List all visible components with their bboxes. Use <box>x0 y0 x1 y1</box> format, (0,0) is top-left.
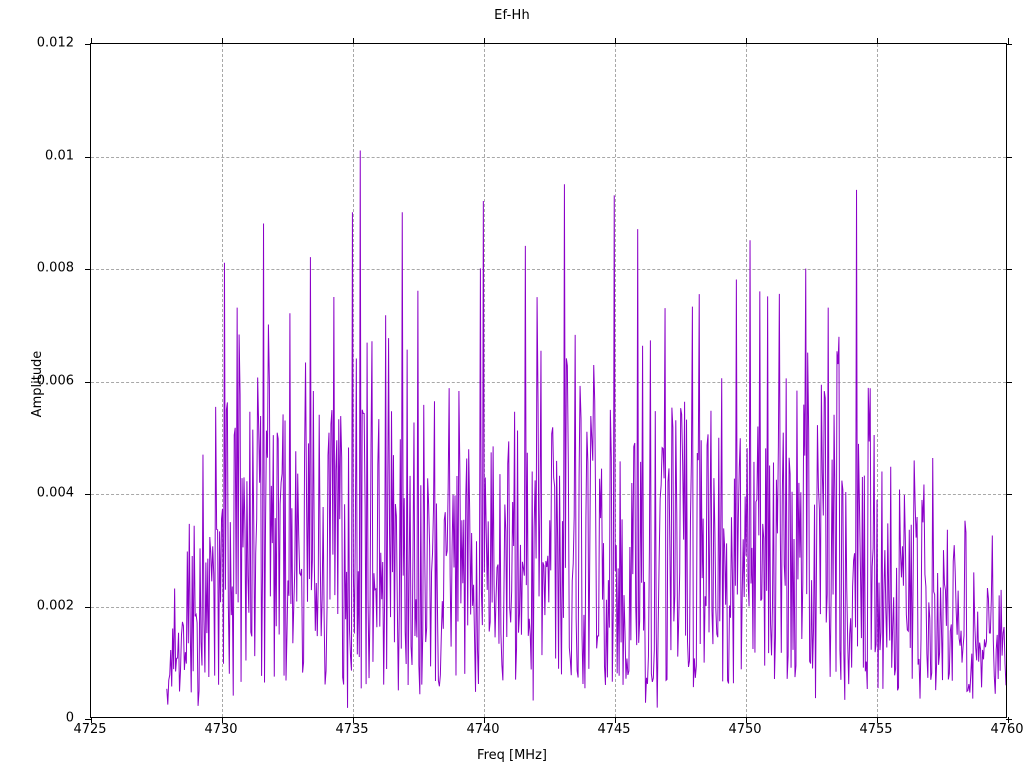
y-axis-tick <box>85 719 91 720</box>
y-axis-tick <box>85 156 91 158</box>
y-tick-label: 0.012 <box>36 35 74 51</box>
spectrum-trace <box>91 44 1006 717</box>
y-tick-label: 0.002 <box>36 598 74 613</box>
x-tick-label: 4745 <box>597 722 631 737</box>
y-axis-tick <box>1006 494 1012 495</box>
x-axis-tick <box>353 717 354 723</box>
y-tick-label: 0 <box>65 710 74 726</box>
x-axis-title: Freq [MHz] <box>477 748 547 763</box>
x-axis-tick <box>746 717 747 723</box>
y-axis-tick-labels: 0 0.002 0.004 0.006 0.008 0.01 0.012 <box>0 36 82 726</box>
y-axis-tick <box>85 269 91 270</box>
plot-area <box>85 38 1012 723</box>
x-axis-tick-labels: 4725 4730 4735 4740 4745 4750 4755 4760 <box>73 722 1023 746</box>
y-axis-tick <box>85 494 91 495</box>
gridline-horizontal <box>91 381 1006 383</box>
x-axis-tick <box>484 717 485 723</box>
x-axis-tick <box>353 38 354 44</box>
y-tick-label: 0.008 <box>36 260 74 276</box>
x-axis-tick <box>615 717 616 723</box>
gridline-vertical <box>877 44 878 717</box>
gridline-vertical <box>484 44 485 717</box>
y-axis-tick <box>1006 719 1012 720</box>
x-axis-tick <box>91 717 92 723</box>
y-axis-tick <box>1006 269 1012 270</box>
spectrum-path <box>167 151 1006 708</box>
y-axis-tick <box>1006 156 1012 158</box>
y-tick-label: 0.004 <box>36 485 74 501</box>
chart-title: Ef-Hh <box>494 8 530 23</box>
y-axis-tick <box>85 606 91 608</box>
x-axis-tick <box>484 38 485 44</box>
x-tick-label: 4740 <box>466 722 500 737</box>
x-tick-label: 4755 <box>859 722 893 737</box>
x-axis-tick <box>877 38 878 44</box>
x-tick-label: 4725 <box>73 722 107 737</box>
gridline-vertical <box>222 44 223 717</box>
x-tick-label: 4750 <box>728 722 762 737</box>
y-tick-label: 0.01 <box>45 148 74 163</box>
x-axis-tick <box>746 38 747 44</box>
x-axis-tick <box>222 38 223 44</box>
y-axis-tick <box>1006 381 1012 383</box>
gridline-vertical <box>353 44 354 717</box>
y-tick-label: 0.006 <box>36 373 74 388</box>
gridline-vertical <box>746 44 747 717</box>
y-axis-tick <box>1006 606 1012 608</box>
x-axis-tick <box>1008 717 1009 723</box>
x-axis-tick <box>91 38 92 44</box>
gridline-horizontal <box>91 156 1006 158</box>
y-axis-tick <box>1006 44 1012 45</box>
x-axis-tick <box>615 38 616 44</box>
x-tick-label: 4760 <box>990 722 1024 737</box>
gridline-horizontal <box>91 494 1006 495</box>
x-axis-tick <box>877 717 878 723</box>
x-tick-label: 4735 <box>335 722 369 737</box>
y-axis-tick <box>85 381 91 383</box>
gridline-horizontal <box>91 269 1006 270</box>
x-axis-tick <box>222 717 223 723</box>
x-axis-tick <box>1008 38 1009 44</box>
x-tick-label: 4730 <box>204 722 238 737</box>
y-axis-tick <box>85 44 91 45</box>
gridline-vertical <box>615 44 616 717</box>
gridline-horizontal <box>91 606 1006 608</box>
